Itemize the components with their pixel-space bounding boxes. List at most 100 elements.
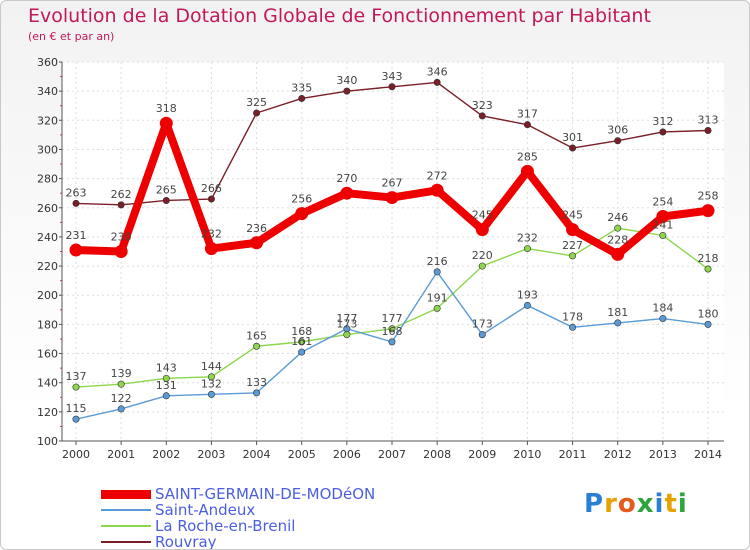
data-label: 144 [201, 360, 222, 373]
data-point [478, 262, 486, 270]
x-tick-label: 2011 [559, 448, 587, 461]
y-tick-label: 280 [37, 173, 58, 186]
data-label: 325 [246, 96, 267, 109]
chart-subtitle: (en € et par an) [28, 30, 115, 43]
data-label: 177 [382, 312, 403, 325]
logo-letter: r [604, 489, 618, 519]
data-label: 267 [382, 177, 403, 190]
data-label: 133 [246, 376, 267, 389]
data-point [72, 199, 80, 207]
data-point [566, 223, 580, 237]
axis-layer: 100 120 140 160 180 200 220 240 260 280 300 320 340 3… [37, 56, 724, 461]
x-tick-label: 2004 [243, 448, 271, 461]
legend-swatch-saint-andeux [101, 509, 151, 511]
data-label: 285 [517, 150, 538, 163]
y-tick-label: 240 [37, 231, 58, 244]
y-tick-label: 200 [37, 289, 58, 302]
legend-label-saint-andeux: Saint-Andeux [155, 501, 256, 519]
data-point [701, 204, 715, 218]
y-tick-label: 300 [37, 143, 58, 156]
y-tick-label: 180 [37, 318, 58, 331]
data-label: 318 [156, 102, 177, 115]
logo-letter: i [677, 489, 688, 519]
y-tick-label: 160 [37, 348, 58, 361]
data-label: 178 [562, 310, 583, 323]
legend-label-saint-germain: SAINT-GERMAIN-DE-MODéON [155, 485, 376, 503]
data-label: 131 [156, 379, 177, 392]
data-label: 115 [66, 402, 87, 415]
data-label: 143 [156, 361, 177, 374]
data-label: 180 [698, 307, 719, 320]
data-point [340, 186, 354, 200]
x-tick-label: 2002 [152, 448, 180, 461]
data-point [475, 223, 489, 237]
data-label: 306 [607, 124, 628, 137]
data-label: 313 [698, 114, 719, 127]
data-label: 173 [336, 318, 357, 331]
y-tick-label: 360 [37, 56, 58, 69]
data-label: 258 [698, 190, 719, 203]
data-point [614, 137, 622, 145]
x-tick-label: 2012 [604, 448, 632, 461]
x-tick-label: 2008 [423, 448, 451, 461]
y-tick-label: 260 [37, 202, 58, 215]
data-label: 216 [427, 255, 448, 268]
data-label: 184 [652, 302, 673, 315]
data-label: 191 [427, 291, 448, 304]
data-label: 181 [607, 306, 628, 319]
x-tick-label: 2007 [378, 448, 406, 461]
data-label: 266 [201, 182, 222, 195]
data-label: 270 [336, 172, 357, 185]
legend-swatch-rouvray [101, 541, 151, 543]
legend-label-la-roche-en-brenil: La Roche-en-Brenil [155, 517, 296, 535]
data-point [343, 325, 351, 333]
data-point [343, 331, 351, 339]
data-point [478, 112, 486, 120]
data-point [72, 383, 80, 391]
data-label: 137 [66, 370, 87, 383]
data-point [659, 128, 667, 136]
data-label: 346 [427, 65, 448, 78]
data-point [433, 304, 441, 312]
logo-letter: o [617, 489, 637, 519]
data-point [388, 338, 396, 346]
data-point [298, 348, 306, 356]
proxiti-logo: Proxiti [584, 489, 688, 519]
logo-letter: t [664, 489, 678, 519]
x-tick-label: 2010 [513, 448, 541, 461]
data-point [117, 201, 125, 209]
legend-swatch-saint-germain [101, 490, 151, 499]
data-label: 139 [111, 367, 132, 380]
data-point [162, 196, 170, 204]
data-label: 236 [246, 222, 267, 235]
y-tick-label: 120 [37, 406, 58, 419]
data-point [523, 121, 531, 129]
data-label: 230 [111, 231, 132, 244]
data-point [253, 389, 261, 397]
data-point [569, 144, 577, 152]
logo-letter: x [636, 489, 655, 519]
data-point [385, 191, 399, 205]
data-label: 335 [291, 81, 312, 94]
data-label: 323 [472, 99, 493, 112]
data-label: 245 [562, 209, 583, 222]
data-label: 218 [698, 252, 719, 265]
data-label: 220 [472, 249, 493, 262]
data-point [520, 164, 534, 178]
data-point [207, 373, 215, 381]
data-point [117, 405, 125, 413]
data-point [207, 195, 215, 203]
legend-swatch-la-roche-en-brenil [101, 525, 151, 527]
data-point [253, 342, 261, 350]
data-point [295, 207, 309, 221]
data-label: 193 [517, 288, 538, 301]
data-point [614, 319, 622, 327]
x-tick-label: 2003 [197, 448, 225, 461]
data-point [704, 127, 712, 135]
data-point [207, 390, 215, 398]
data-label: 173 [472, 318, 493, 331]
data-point [159, 116, 173, 130]
data-point [569, 252, 577, 260]
data-point [569, 323, 577, 331]
